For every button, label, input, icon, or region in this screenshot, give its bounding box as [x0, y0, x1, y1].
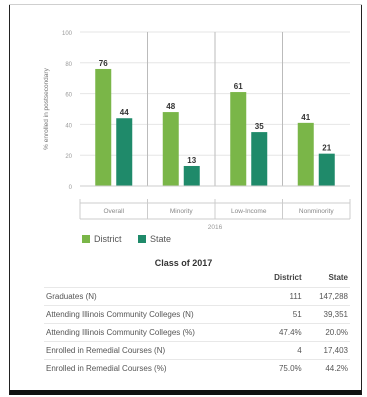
data-label: 21	[322, 144, 331, 153]
row-district-value: 111	[259, 287, 304, 306]
row-label: Attending Illinois Community Colleges (%…	[44, 323, 260, 342]
header-cell-state: State	[328, 273, 348, 282]
x-category-label: Low-Income	[231, 208, 267, 215]
data-label: 48	[166, 102, 175, 111]
bar-district-low-income	[230, 92, 247, 186]
x-category-label: Nonminority	[299, 208, 334, 215]
y-tick-label: 60	[65, 93, 72, 99]
row-district-value: 51	[259, 305, 304, 324]
bar-chart: 76 44 48 13 61 35 41 21 0 20 40 60 80 100 % enrolled …	[43, 31, 351, 231]
legend-item-state[interactable]: State	[138, 234, 171, 244]
y-axis-title: % enrolled in postsecondary	[43, 67, 50, 149]
data-label: 44	[120, 108, 129, 117]
data-label: 13	[187, 156, 196, 165]
data-label: 61	[234, 82, 243, 91]
row-state-value: 39,351	[303, 305, 350, 324]
header-cell-label	[44, 270, 259, 288]
table-row: Graduates (N) 111 147,288	[44, 287, 350, 306]
bar-state-overall	[116, 118, 133, 186]
bar-state-minority	[183, 165, 200, 186]
stats-table: District State Graduates (N) 111 147,288…	[44, 270, 350, 377]
legend-swatch-district	[82, 235, 90, 243]
y-tick-label: 80	[65, 62, 72, 68]
top-divider	[9, 4, 362, 5]
y-tick-label: 40	[65, 123, 72, 129]
x-category-label: Minority	[170, 208, 194, 215]
legend-swatch-state	[138, 235, 147, 243]
data-label: 76	[99, 59, 108, 68]
bar-district-minority	[162, 112, 179, 186]
bar-state-nonminority	[318, 153, 335, 186]
table-row: Enrolled in Remedial Courses (N) 4 17,40…	[44, 341, 350, 360]
row-label: Attending Illinois Community Colleges (N…	[44, 305, 260, 324]
row-label: Enrolled in Remedial Courses (N)	[44, 341, 260, 360]
row-label: Enrolled in Remedial Courses (%)	[44, 359, 260, 377]
table-row: Attending Illinois Community Colleges (%…	[44, 323, 350, 342]
row-state-value: 17,403	[303, 341, 350, 360]
x-category-label: Overall	[103, 208, 124, 215]
chart-legend: District State	[82, 234, 185, 245]
data-label: 41	[301, 113, 310, 122]
y-tick-label: 20	[65, 154, 72, 160]
row-district-value: 4	[259, 341, 304, 360]
row-district-value: 75.0%	[259, 359, 304, 377]
legend-label-state: State	[150, 234, 172, 244]
data-label: 35	[255, 122, 264, 131]
bar-district-overall	[95, 68, 112, 186]
table-title: Class of 2017	[154, 258, 213, 268]
row-state-value: 20.0%	[303, 323, 350, 342]
row-state-value: 44.2%	[303, 359, 350, 377]
table-header-row: District State	[44, 270, 350, 288]
y-tick-label: 100	[62, 31, 73, 37]
legend-label-district: District	[94, 234, 122, 244]
legend-item-district[interactable]: District	[82, 234, 122, 244]
table-row: Enrolled in Remedial Courses (%) 75.0% 4…	[44, 359, 350, 377]
row-label: Graduates (N)	[44, 287, 260, 306]
header-cell-district: District	[274, 273, 302, 282]
bar-state-low-income	[251, 132, 268, 186]
row-state-value: 147,288	[303, 287, 350, 306]
bar-district-nonminority	[297, 122, 314, 186]
x-axis-title: 2016	[208, 224, 223, 231]
row-district-value: 47.4%	[259, 323, 304, 342]
table-row: Attending Illinois Community Colleges (N…	[44, 305, 350, 324]
y-tick-label: 0	[69, 185, 73, 191]
